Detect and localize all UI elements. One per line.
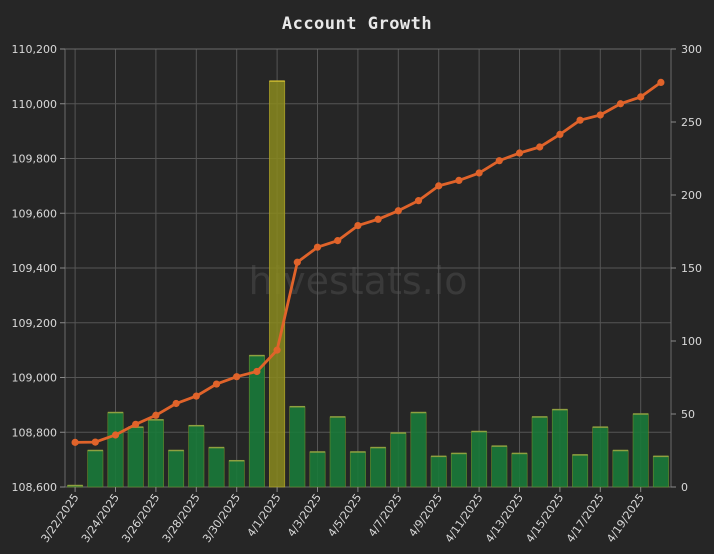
bar — [390, 432, 407, 488]
x-tick-label: 4/9/2025 — [406, 491, 445, 539]
bar — [188, 425, 205, 488]
line-point — [233, 373, 241, 381]
line-point — [414, 197, 423, 205]
x-tick-label: 4/15/2025 — [523, 491, 566, 545]
y-right-tick-label: 300 — [681, 43, 702, 56]
bar — [471, 431, 488, 488]
line-point — [71, 438, 79, 446]
bar — [269, 80, 286, 488]
line-point — [293, 258, 301, 266]
bar — [652, 456, 669, 488]
y-left-tick-label: 109,200 — [12, 317, 58, 330]
line-point — [536, 143, 544, 151]
bar — [612, 450, 629, 488]
y-left-tick-label: 109,600 — [12, 207, 58, 220]
line-point — [435, 182, 443, 190]
x-tick-label: 3/22/2025 — [39, 491, 82, 545]
bar — [87, 450, 104, 488]
bar — [632, 413, 649, 488]
bar — [531, 416, 548, 488]
line-point — [334, 237, 342, 245]
line-point — [455, 176, 463, 184]
line-point — [91, 438, 99, 446]
y-left-tick-label: 110,000 — [12, 98, 58, 111]
bar — [592, 426, 609, 488]
line-point — [172, 399, 180, 408]
x-tick-label: 4/7/2025 — [366, 491, 405, 539]
y-left-tick-label: 109,800 — [12, 153, 58, 166]
y-right-tick-label: 150 — [681, 262, 702, 275]
y-left-tick-label: 109,400 — [12, 262, 58, 275]
bar — [329, 416, 346, 488]
line-point — [253, 367, 261, 376]
line-point — [475, 169, 483, 177]
line-point — [394, 207, 402, 215]
bar — [168, 450, 185, 488]
y-left-tick-label: 108,800 — [12, 426, 58, 439]
x-tick-label: 4/11/2025 — [443, 491, 486, 545]
line-point — [556, 130, 564, 139]
line-point — [637, 93, 645, 101]
y-left-tick-label: 109,000 — [12, 372, 58, 385]
line-series — [71, 78, 665, 446]
bar — [511, 453, 528, 488]
line-point — [192, 392, 200, 400]
x-tick-label: 3/26/2025 — [119, 491, 162, 545]
bar — [410, 412, 427, 488]
chart-title: Account Growth — [281, 14, 433, 34]
x-tick-label: 4/13/2025 — [483, 491, 526, 545]
y-right-tick-label: 250 — [681, 116, 702, 129]
bar-series — [67, 80, 669, 488]
bar — [349, 451, 366, 488]
bar — [551, 409, 568, 488]
bar — [107, 412, 124, 488]
line-point — [212, 380, 221, 388]
line-point — [313, 243, 322, 251]
line-point — [132, 420, 140, 428]
x-tick-label: 3/24/2025 — [79, 491, 122, 545]
bar — [228, 460, 245, 488]
x-tick-label: 4/5/2025 — [325, 491, 364, 539]
y-right-tick-label: 100 — [681, 335, 702, 348]
y-right-tick-label: 0 — [681, 481, 688, 494]
line-point — [616, 100, 625, 108]
line-point — [354, 221, 362, 230]
bar — [430, 456, 447, 488]
y-left-tick-label: 108,600 — [12, 481, 58, 494]
bar — [572, 454, 589, 488]
line-point — [515, 149, 524, 157]
line-point — [576, 116, 584, 124]
line-point — [596, 111, 604, 119]
x-tick-label: 4/1/2025 — [245, 491, 284, 539]
bar — [450, 453, 467, 488]
y-right-tick-label: 50 — [681, 408, 695, 421]
bar — [309, 451, 326, 488]
bar — [147, 419, 164, 488]
bar — [248, 355, 265, 488]
bar — [491, 445, 508, 488]
x-tick-label: 4/19/2025 — [604, 491, 647, 545]
x-tick-label: 3/28/2025 — [160, 491, 203, 545]
line-point — [273, 346, 281, 354]
bar — [127, 426, 144, 488]
bar — [208, 447, 225, 488]
bar — [370, 447, 387, 488]
y-left-tick-label: 110,200 — [12, 43, 58, 56]
x-tick-label: 4/17/2025 — [564, 491, 607, 545]
line-point — [152, 411, 160, 419]
x-tick-label: 3/30/2025 — [200, 491, 243, 545]
y-right-tick-label: 200 — [681, 189, 702, 202]
bar — [289, 406, 306, 488]
line-point — [657, 78, 665, 86]
line-point — [495, 157, 503, 165]
x-tick-label: 4/3/2025 — [285, 491, 324, 539]
account-total-line — [75, 81, 662, 444]
line-point — [374, 215, 382, 223]
line-point — [111, 431, 120, 439]
